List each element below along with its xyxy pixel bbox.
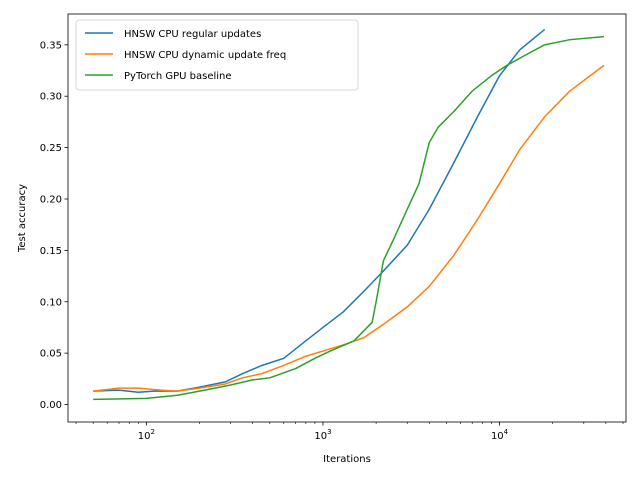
- x-tick-label: 102: [138, 428, 155, 442]
- y-tick-label: 0.10: [40, 297, 62, 308]
- series-line-2: [93, 35, 605, 401]
- legend-label-pytorch: PyTorch GPU baseline: [124, 71, 232, 82]
- plot-frame: [67, 13, 627, 423]
- x-tick-label: 104: [491, 428, 509, 442]
- x-tick-label: 103: [314, 428, 331, 442]
- y-axis-label: Test accuracy: [17, 184, 28, 253]
- legend: HNSW CPU regular updates HNSW CPU dynami…: [75, 19, 359, 91]
- legend-label-dynamic: HNSW CPU dynamic update freq: [124, 50, 286, 61]
- x-axis: 102 103 104: [75, 422, 624, 442]
- y-tick-label: 0.15: [40, 246, 62, 257]
- y-tick-label: 0.20: [40, 194, 62, 205]
- y-axis: 0.00 0.05 0.10 0.15 0.20 0.25 0.30 0.35: [40, 40, 68, 411]
- plot-area: [93, 28, 605, 401]
- x-axis-label: Iterations: [323, 454, 371, 465]
- legend-label-regular: HNSW CPU regular updates: [124, 29, 261, 40]
- y-tick-label: 0.00: [40, 400, 62, 411]
- legend-box: [75, 19, 359, 91]
- y-tick-label: 0.35: [40, 40, 62, 51]
- y-tick-label: 0.05: [40, 349, 62, 360]
- y-tick-label: 0.25: [40, 143, 62, 154]
- series-line-1: [93, 64, 605, 392]
- y-tick-label: 0.30: [40, 92, 62, 103]
